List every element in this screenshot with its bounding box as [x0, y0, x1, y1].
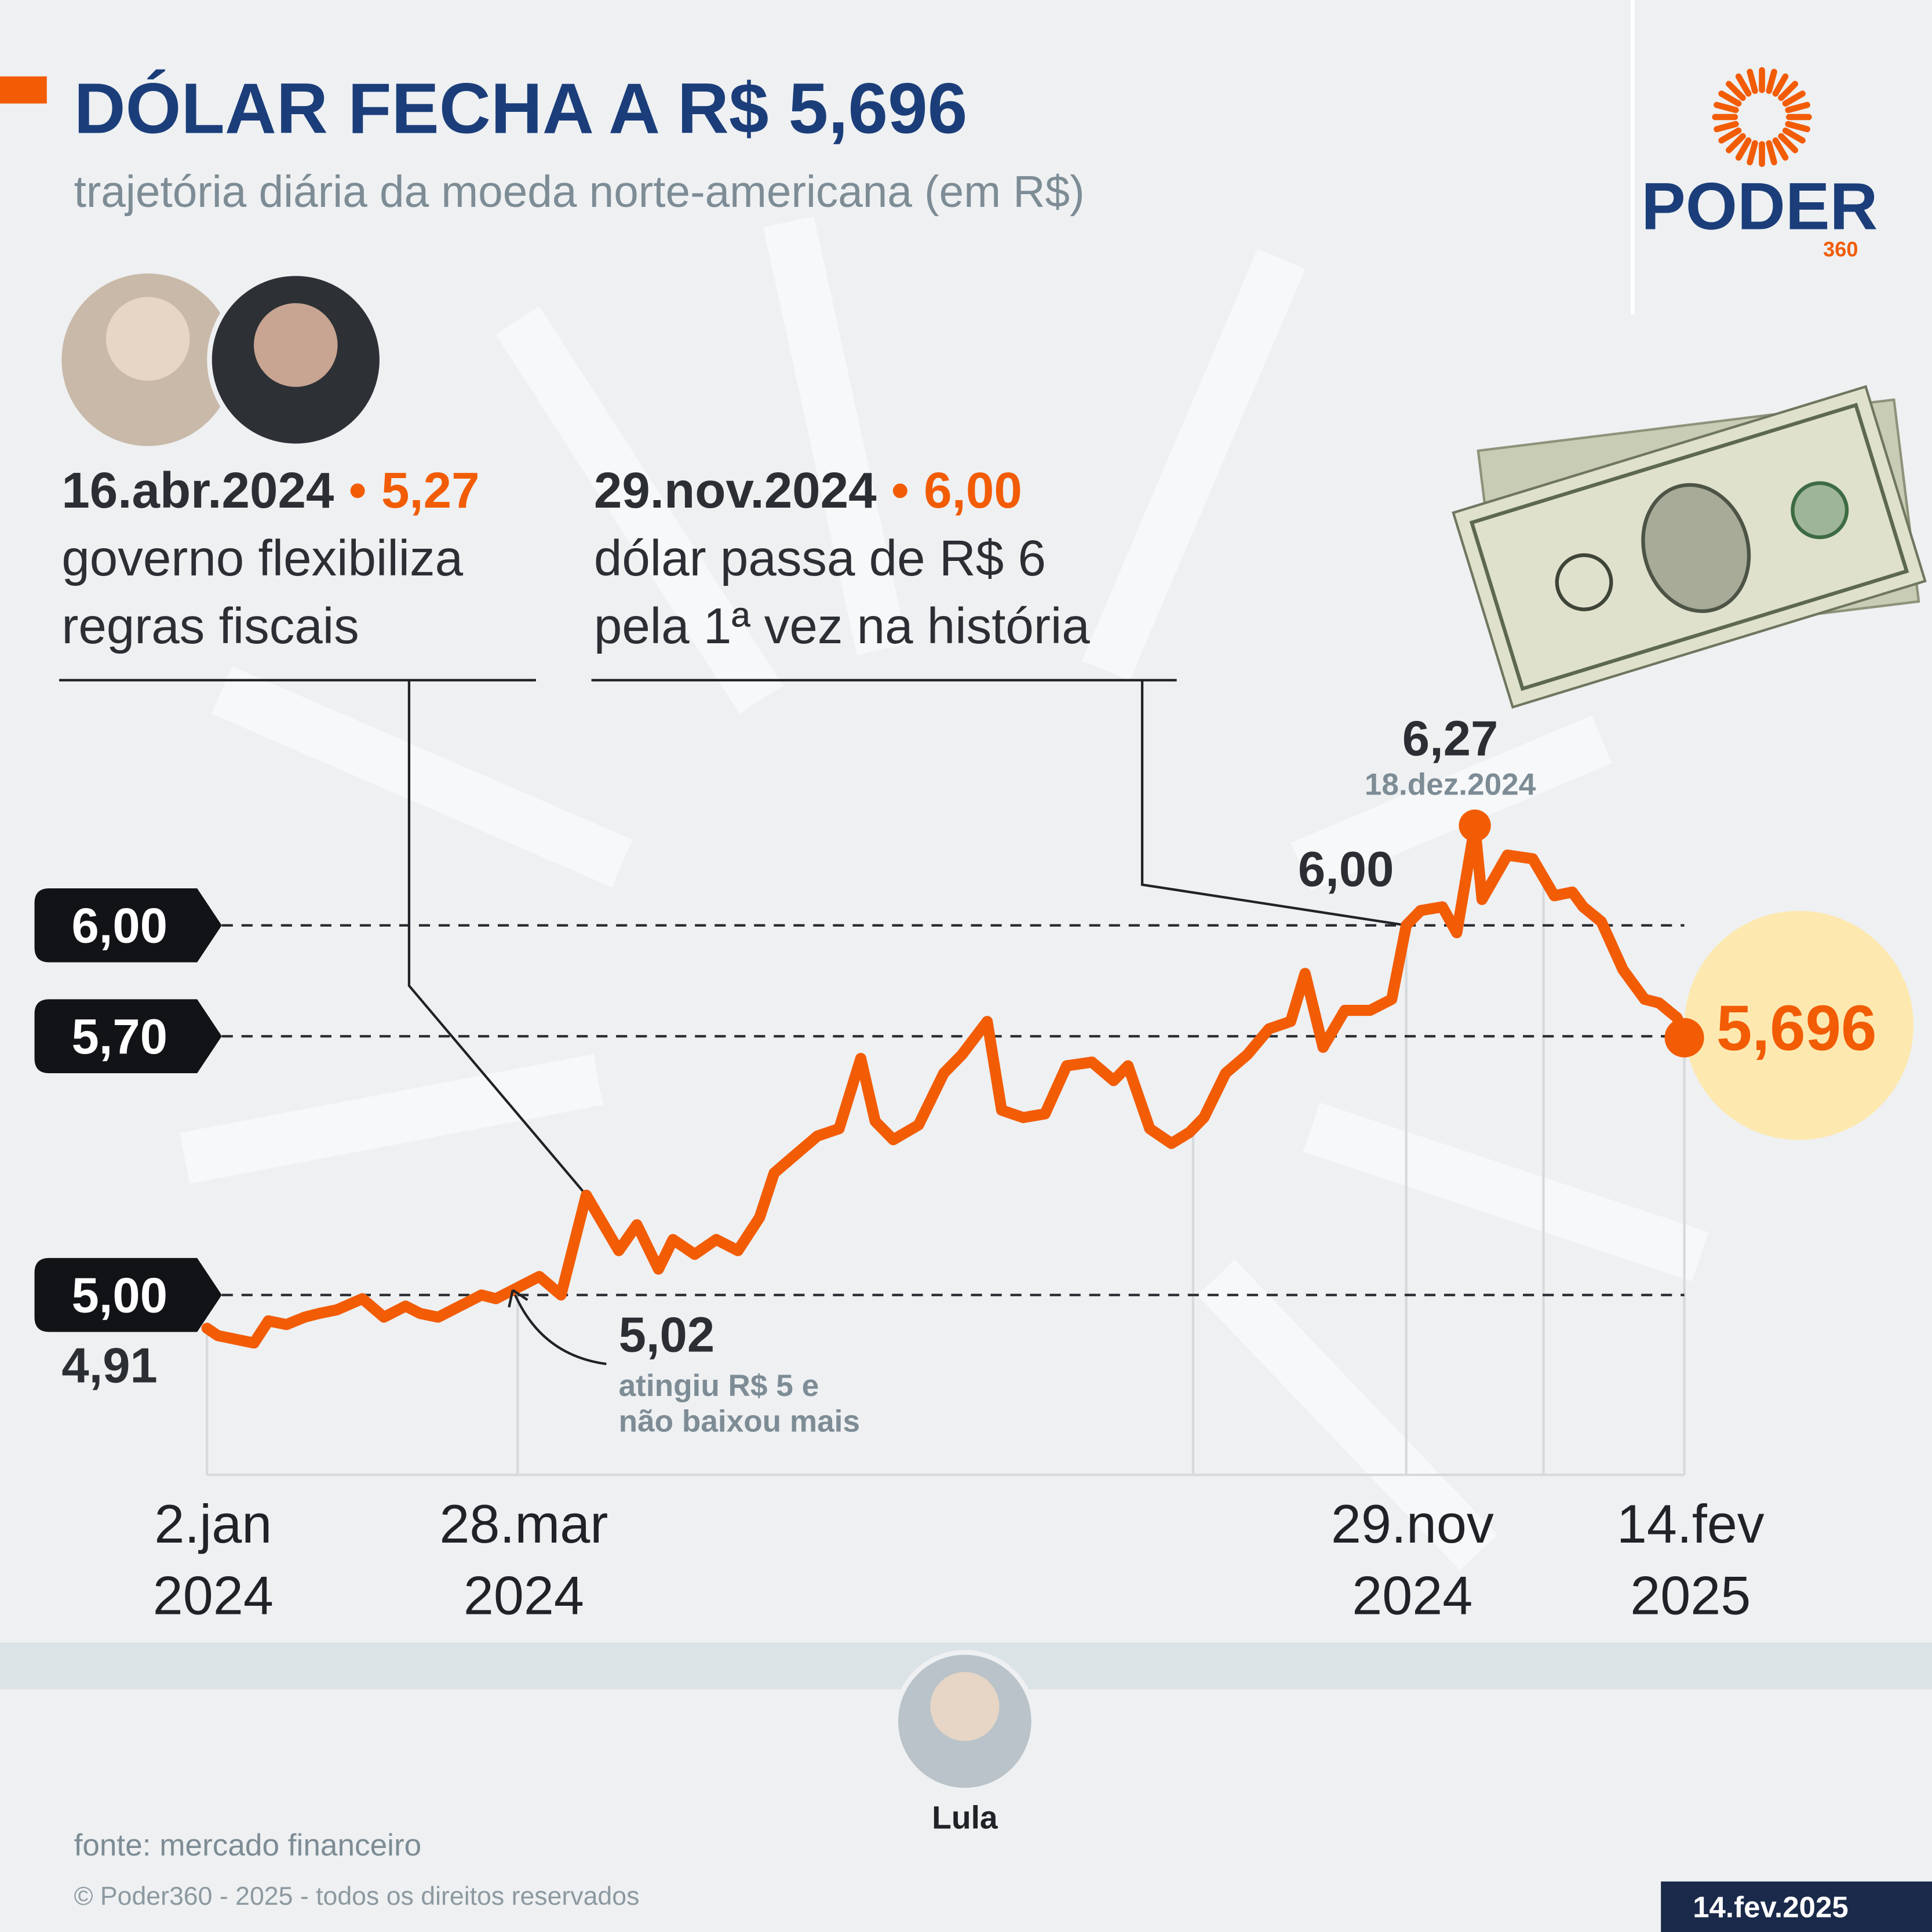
point-label: 4,91	[61, 1339, 158, 1394]
point-marker	[1664, 1018, 1704, 1058]
annotation-head: 16.abr.2024 • 5,27	[61, 462, 479, 519]
photo-face	[930, 1672, 1000, 1741]
annotation-text: pela 1ª vez na história	[594, 598, 1090, 654]
x-tick-label: 28.mar	[439, 1493, 608, 1554]
sun-ray	[1726, 133, 1746, 154]
subtitle: trajetória diária da moeda norte-america…	[74, 167, 1085, 217]
photo-face	[254, 303, 338, 387]
annotation-head: 29.nov.2024 • 6,00	[594, 462, 1022, 519]
sun-ray	[1747, 140, 1758, 166]
sun-ray	[1735, 73, 1752, 97]
point-note: atingiu R$ 5 e	[619, 1369, 819, 1403]
annotation-bullet: •	[349, 462, 367, 519]
annotation-value-label: 6,00	[924, 462, 1022, 519]
title-marker	[0, 76, 47, 104]
sun-ray	[1726, 81, 1746, 101]
sun-ray	[1747, 68, 1758, 94]
sun-ray	[1778, 81, 1799, 101]
date: 14.fev.2025	[1693, 1890, 1849, 1923]
point-note: 18.dez.2024	[1365, 767, 1536, 801]
annotation-text: dólar passa de R$ 6	[594, 530, 1046, 586]
x-tick-label: 2025	[1630, 1565, 1751, 1625]
photo-face	[105, 297, 190, 381]
bill-seal	[1791, 481, 1849, 539]
date-box	[1661, 1881, 1932, 1932]
title: DÓLAR FECHA A R$ 5,696	[74, 69, 968, 149]
sun-ray	[1718, 127, 1742, 144]
connector	[407, 680, 588, 1196]
point-note: não baixou mais	[619, 1405, 860, 1439]
sun-ray	[1735, 137, 1752, 161]
x-tick-label: 2024	[1352, 1565, 1472, 1625]
annotation-text: governo flexibiliza	[61, 530, 463, 586]
point-label: 6,27	[1402, 711, 1499, 766]
point-label: 5,696	[1716, 993, 1877, 1064]
y-tick-label: 5,70	[71, 1009, 167, 1065]
brand-name: PODER	[1641, 169, 1878, 243]
x-tick-label: 29.nov	[1331, 1493, 1494, 1554]
sun-ray	[1766, 68, 1777, 94]
brand-number: 360	[1823, 237, 1858, 261]
point-marker	[1459, 809, 1491, 842]
photo-caption: Lula	[932, 1799, 998, 1835]
sun-ray	[1718, 90, 1742, 107]
arrow	[514, 1294, 607, 1365]
arrow-head	[508, 1289, 528, 1308]
annotation-value-label: 5,27	[381, 462, 480, 519]
highlight	[1684, 910, 1914, 1140]
sun-ray	[1782, 127, 1806, 144]
sun-ray	[1714, 101, 1739, 114]
sun-ray	[1785, 101, 1810, 114]
sun-ray	[1782, 90, 1806, 107]
bill-seal	[1555, 553, 1613, 611]
bill-border	[1469, 403, 1909, 691]
y-tick-tag	[34, 1257, 222, 1332]
plot: 2.jan 2024 28.mar 2024 29.nov 2024 14.fev 2025 5…	[34, 462, 1914, 1625]
y-tick-tag	[34, 999, 222, 1073]
sun-ray	[1714, 121, 1739, 133]
data-line	[201, 820, 1690, 1349]
ray-hub	[591, 640, 1331, 1380]
x-tick-label: 2024	[153, 1565, 274, 1625]
annotation-bullet: •	[891, 462, 909, 519]
sun-ray	[1766, 140, 1777, 166]
x-tick-label: 14.fev	[1617, 1493, 1765, 1554]
dollar-bills	[1452, 385, 1927, 709]
x-tick-label: 2024	[464, 1565, 584, 1625]
sun-ray	[1778, 133, 1799, 154]
annotation-date-label: 16.abr.2024	[61, 462, 334, 519]
sun-ray	[1772, 137, 1789, 161]
annotation-text: regras fiscais	[61, 598, 359, 654]
annotation-date-label: 29.nov.2024	[594, 462, 877, 519]
y-tick-label: 6,00	[71, 899, 167, 954]
point-label: 5,02	[619, 1308, 715, 1363]
logo-sun	[1712, 67, 1812, 167]
source: fonte: mercado financeiro	[74, 1828, 422, 1862]
sun-ray	[1785, 121, 1810, 133]
sun-ray	[1772, 73, 1789, 97]
bill-portrait	[1641, 483, 1751, 613]
connector	[1140, 680, 1406, 927]
y-tick-label: 5,00	[71, 1268, 167, 1323]
copyright: © Poder360 - 2025 - todos os direitos re…	[74, 1882, 640, 1911]
point-label: 6,00	[1298, 842, 1394, 897]
y-tick-tag	[34, 888, 222, 963]
x-tick-label: 2.jan	[154, 1493, 272, 1554]
